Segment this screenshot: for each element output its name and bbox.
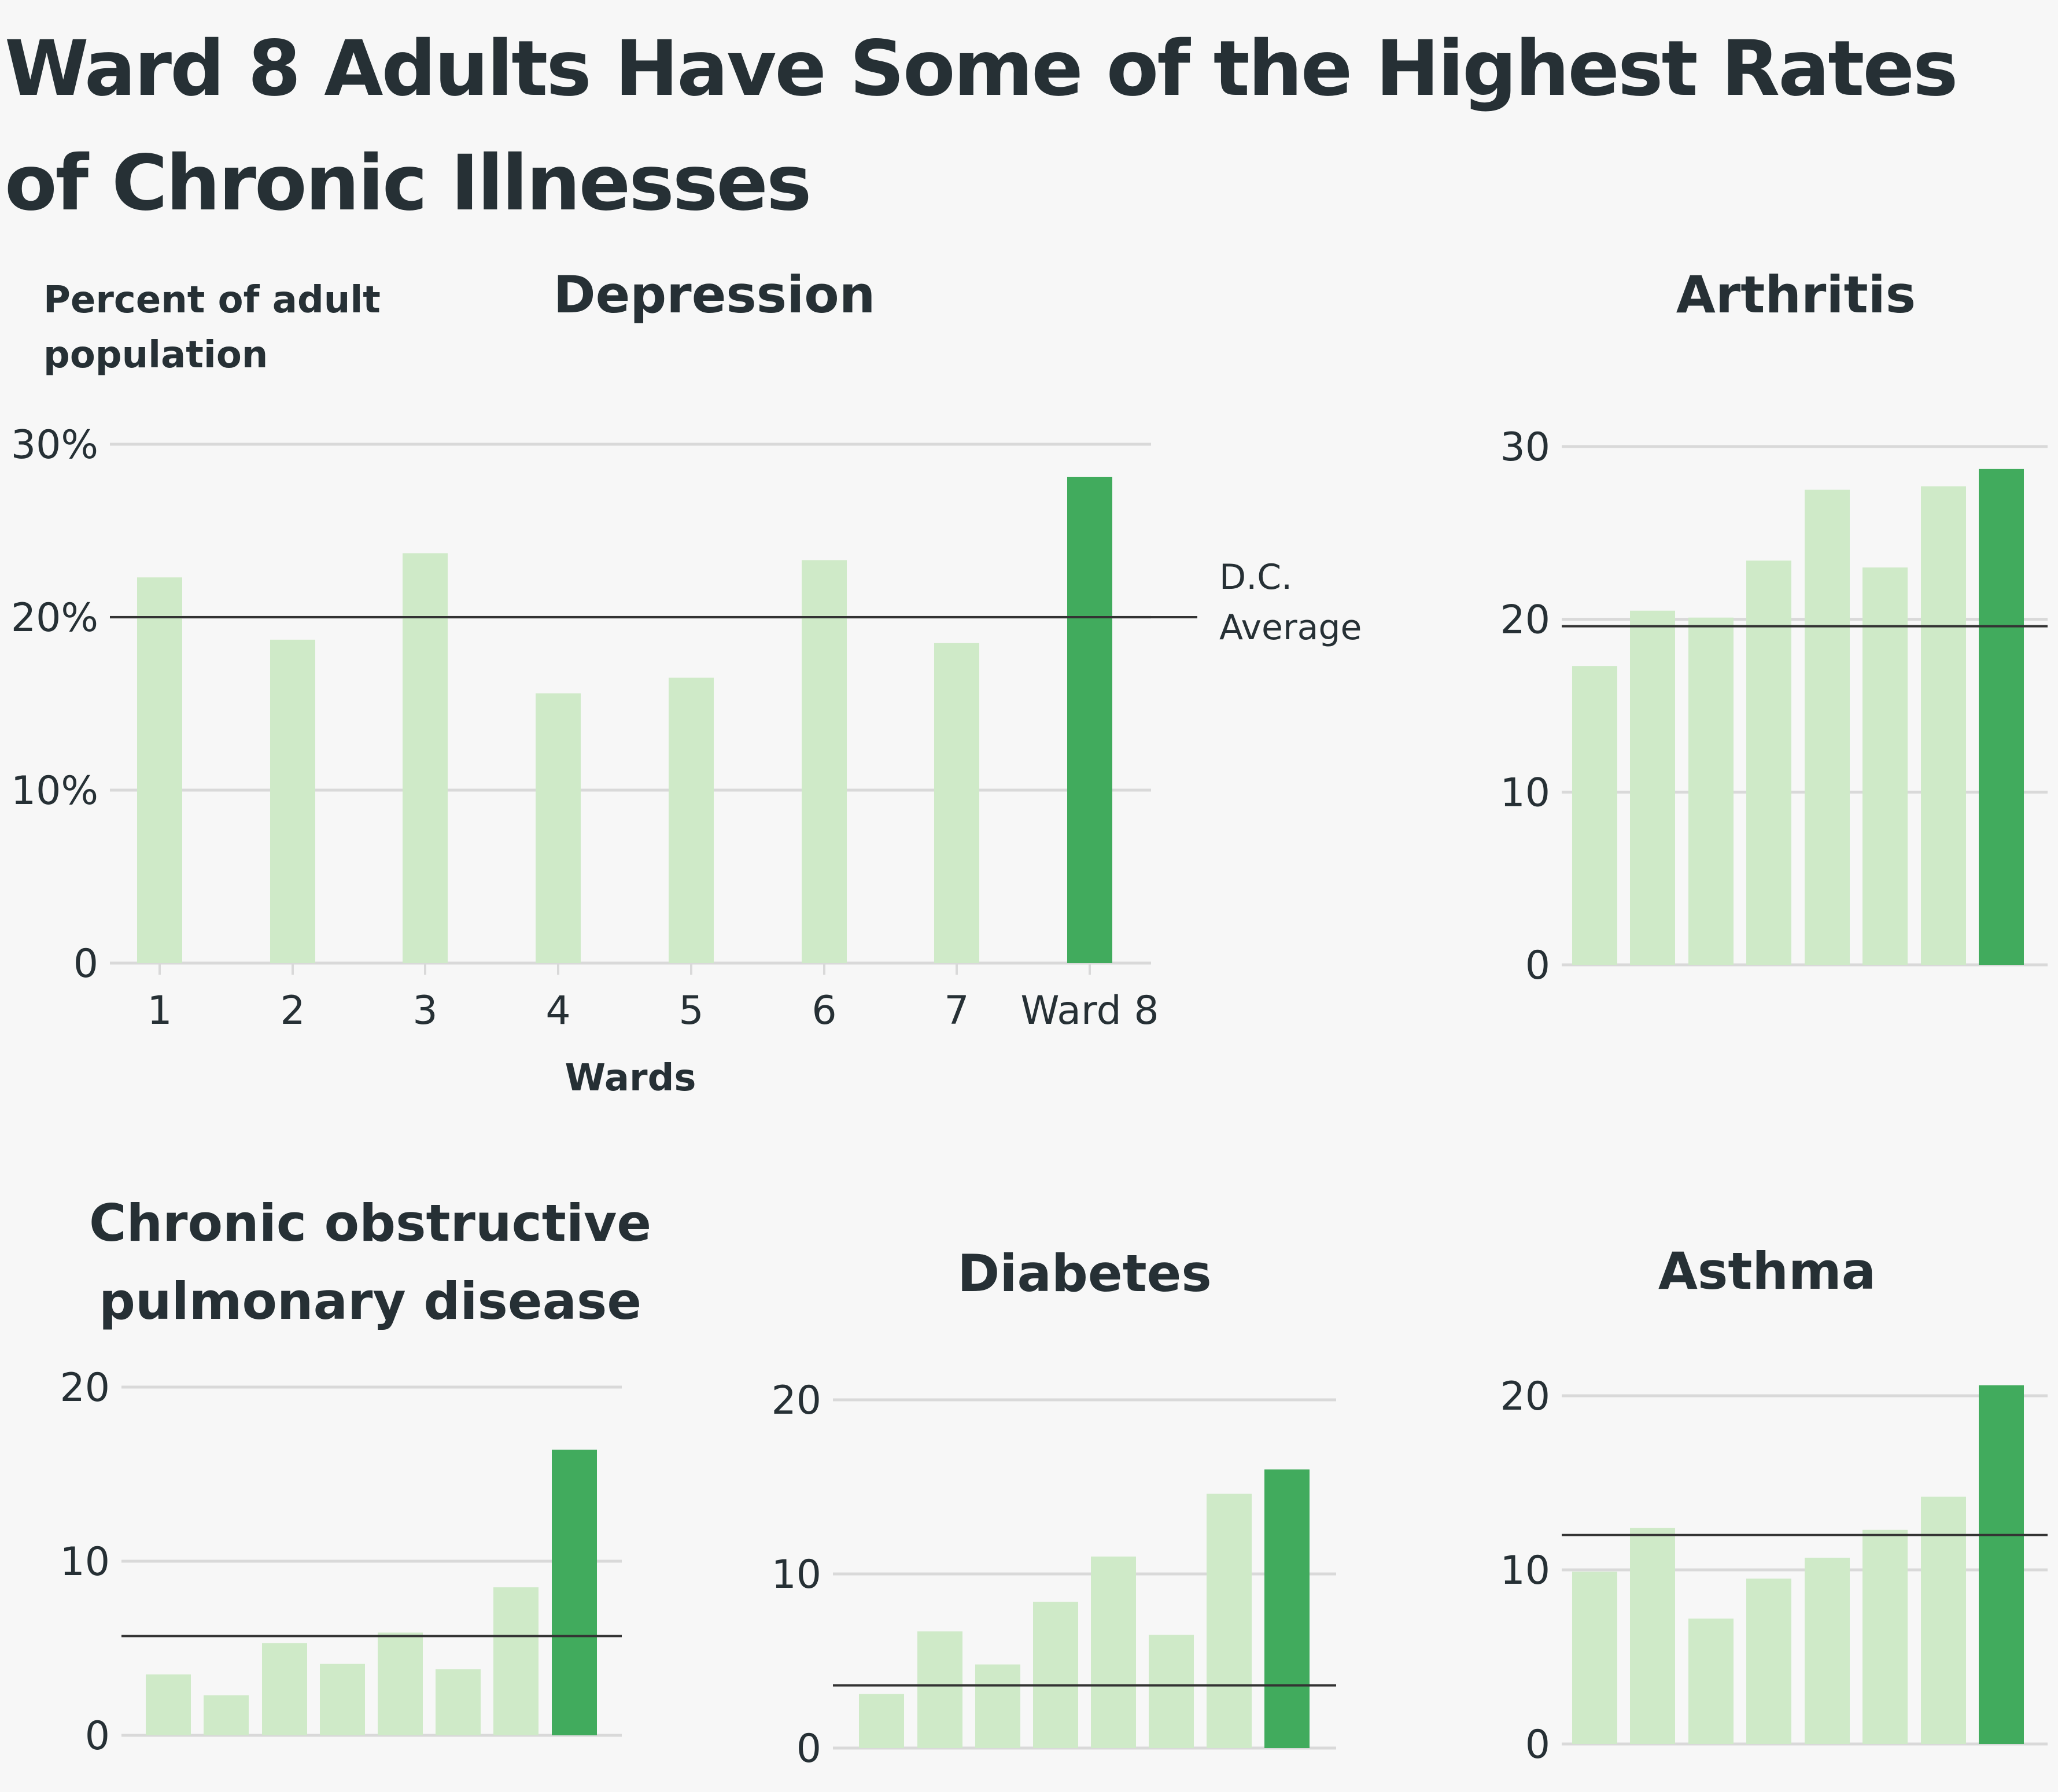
asthma-ytick-label: 10 xyxy=(1500,1548,1550,1594)
depression-bar-2 xyxy=(270,639,315,963)
chronic-obstructive-pulmonary-disease-bar-ward-8 xyxy=(552,1450,597,1735)
arthritis-bar-3 xyxy=(1688,617,1734,965)
asthma-bar-6 xyxy=(1862,1529,1908,1744)
diabetes-bar-7 xyxy=(1207,1494,1252,1748)
depression-ytick-label: 10% xyxy=(11,768,98,814)
arthritis-ytick-label: 0 xyxy=(1525,943,1550,989)
arthritis-panel-title: Arthritis xyxy=(1676,265,1916,325)
chronic-obstructive-pulmonary-disease-panel-title: Chronic obstructive xyxy=(89,1193,651,1253)
depression-ytick-label: 20% xyxy=(11,595,98,641)
depression-category-label: 5 xyxy=(678,988,703,1034)
asthma-bar-2 xyxy=(1630,1528,1675,1744)
depression-category-label: Ward 8 xyxy=(1020,988,1159,1034)
asthma-bar-ward-8 xyxy=(1979,1385,2024,1744)
diabetes-ytick-label: 10 xyxy=(771,1552,821,1598)
chronic-obstructive-pulmonary-disease-bar-3 xyxy=(262,1643,307,1735)
chronic-obstructive-pulmonary-disease-bar-4 xyxy=(320,1664,365,1735)
depression-x-axis-label: Wards xyxy=(565,1057,696,1100)
depression-category-label: 7 xyxy=(944,988,969,1034)
diabetes-ytick-label: 20 xyxy=(771,1378,821,1424)
diabetes-bar-3 xyxy=(975,1664,1020,1748)
depression-bar-6 xyxy=(802,560,847,963)
arthritis-bar-5 xyxy=(1805,489,1850,965)
chronic-obstructive-pulmonary-disease-bar-5 xyxy=(378,1632,423,1735)
depression-ytick-label: 0 xyxy=(73,941,98,987)
diabetes-bar-ward-8 xyxy=(1264,1469,1310,1748)
depression-bar-1 xyxy=(137,577,182,963)
depression-ytick-label: 30% xyxy=(11,422,98,468)
asthma-panel-title: Asthma xyxy=(1658,1241,1876,1301)
depression-y-axis-label: Percent of adult xyxy=(43,279,381,322)
diabetes-bar-6 xyxy=(1149,1635,1194,1748)
diabetes-bar-1 xyxy=(859,1694,904,1748)
depression-bar-3 xyxy=(403,553,448,963)
asthma-ytick-label: 0 xyxy=(1525,1722,1550,1768)
diabetes-bar-2 xyxy=(917,1631,962,1748)
depression-category-label: 2 xyxy=(280,988,305,1034)
depression-category-label: 4 xyxy=(545,988,570,1034)
depression-bar-ward-8 xyxy=(1067,477,1112,963)
chronic-obstructive-pulmonary-disease-bar-2 xyxy=(204,1695,249,1735)
arthritis-bar-2 xyxy=(1630,610,1675,965)
diabetes-bar-4 xyxy=(1033,1602,1078,1748)
arthritis-bar-6 xyxy=(1862,567,1908,965)
chronic-obstructive-pulmonary-disease-panel-title: pulmonary disease xyxy=(99,1271,641,1331)
chronic-obstructive-pulmonary-disease-ytick-label: 10 xyxy=(60,1539,110,1585)
asthma-bar-5 xyxy=(1805,1557,1850,1744)
chronic-obstructive-pulmonary-disease-bar-1 xyxy=(146,1674,191,1735)
chronic-obstructive-pulmonary-disease-ytick-label: 0 xyxy=(85,1713,110,1759)
chronic-obstructive-pulmonary-disease-bar-7 xyxy=(493,1587,539,1735)
arthritis-ytick-label: 30 xyxy=(1500,425,1550,470)
arthritis-ytick-label: 20 xyxy=(1500,598,1550,643)
depression-y-axis-label: population xyxy=(43,334,268,377)
arthritis-bar-4 xyxy=(1746,561,1791,965)
asthma-bar-1 xyxy=(1572,1572,1617,1744)
depression-bar-4 xyxy=(536,693,581,963)
diabetes-ytick-label: 0 xyxy=(796,1726,821,1772)
asthma-bar-4 xyxy=(1746,1579,1791,1744)
depression-category-label: 3 xyxy=(412,988,437,1034)
diabetes-panel-title: Diabetes xyxy=(957,1244,1211,1303)
depression-bar-5 xyxy=(669,677,714,963)
asthma-ytick-label: 20 xyxy=(1500,1374,1550,1419)
average-line-label: D.C. xyxy=(1219,557,1292,598)
arthritis-bar-1 xyxy=(1572,666,1617,965)
asthma-bar-7 xyxy=(1921,1496,1966,1744)
arthritis-bar-7 xyxy=(1921,486,1966,965)
diabetes-bar-5 xyxy=(1091,1556,1136,1748)
figure-title: Ward 8 Adults Have Some of the Highest R… xyxy=(5,24,1959,228)
depression-panel-title: Depression xyxy=(554,265,876,325)
arthritis-bar-ward-8 xyxy=(1979,469,2024,965)
depression-category-label: 6 xyxy=(812,988,836,1034)
chronic-obstructive-pulmonary-disease-bar-6 xyxy=(436,1669,481,1735)
depression-bar-7 xyxy=(934,643,979,963)
asthma-bar-3 xyxy=(1688,1618,1734,1744)
arthritis-ytick-label: 10 xyxy=(1500,770,1550,816)
chronic-obstructive-pulmonary-disease-ytick-label: 20 xyxy=(60,1365,110,1411)
average-line-label: Average xyxy=(1219,607,1362,648)
depression-category-label: 1 xyxy=(147,988,172,1034)
